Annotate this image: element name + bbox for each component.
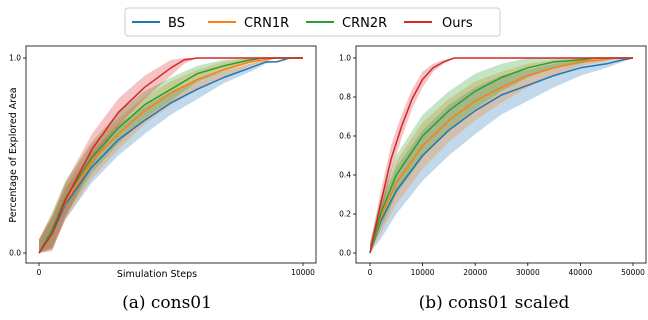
x-tick-label-b: 50000 (621, 268, 645, 277)
caption-b: (b) cons01 scaled (419, 293, 570, 313)
axis-ticks-a: 0 10000 0.0 1.0 (9, 54, 315, 278)
legend-label-bs: BS (168, 16, 185, 31)
series-lines-a (38, 57, 303, 254)
y-tick-label-b: 1.0 (339, 54, 351, 63)
y-tick-label-b: 0.8 (339, 93, 351, 102)
confidence-bands-a (39, 58, 303, 253)
band-crn2r-b (370, 58, 633, 253)
line-ours-b (369, 57, 633, 254)
y-tick-label-a: 1.0 (9, 54, 21, 63)
band-bs-a (39, 58, 303, 253)
axes-frame-a (25, 45, 317, 264)
y-tick-label-b: 0.6 (339, 132, 351, 141)
legend-label-ours: Ours (442, 16, 473, 31)
x-axis-label-a: Simulation Steps (117, 269, 197, 280)
line-crn1r-b (369, 57, 633, 254)
band-crn1r-a (39, 58, 303, 253)
x-tick-label-a: 0 (37, 268, 42, 277)
legend-label-crn2r: CRN2R (342, 16, 387, 31)
series-lines-b (369, 57, 634, 254)
legend: BS CRN1R CRN2R Ours (124, 7, 501, 37)
x-tick-label-b: 40000 (568, 268, 592, 277)
line-bs-b (369, 57, 634, 254)
y-tick-label-b: 0.4 (339, 171, 351, 180)
band-crn2r-a (39, 58, 303, 253)
x-tick-label-b: 0 (368, 268, 373, 277)
x-tick-label-a: 10000 (291, 268, 315, 277)
y-tick-label-b: 0.2 (339, 210, 351, 219)
chart-panel-b: 0 10000 20000 30000 40000 50000 0.0 0.2 0.4 0.6 0.… (339, 45, 647, 313)
y-axis-label-a: Percentage of Explored Area (8, 87, 19, 222)
band-ours-a (39, 58, 303, 253)
line-ours-a (38, 57, 303, 254)
axes-frame-b (355, 45, 647, 264)
y-tick-label-a: 0.0 (9, 249, 21, 258)
line-bs-a (38, 57, 303, 254)
x-tick-label-b: 30000 (516, 268, 540, 277)
axis-ticks-b: 0 10000 20000 30000 40000 50000 0.0 0.2 0.4 0.6 0.… (339, 54, 645, 278)
caption-a: (a) cons01 (122, 293, 212, 313)
x-tick-label-b: 20000 (463, 268, 487, 277)
x-tick-label-b: 10000 (411, 268, 435, 277)
chart-panel-a: 0 10000 0.0 1.0 Simulation Steps Percentage… (8, 45, 317, 313)
y-tick-label-b: 0.0 (339, 249, 351, 258)
legend-label-crn1r: CRN1R (244, 16, 289, 31)
